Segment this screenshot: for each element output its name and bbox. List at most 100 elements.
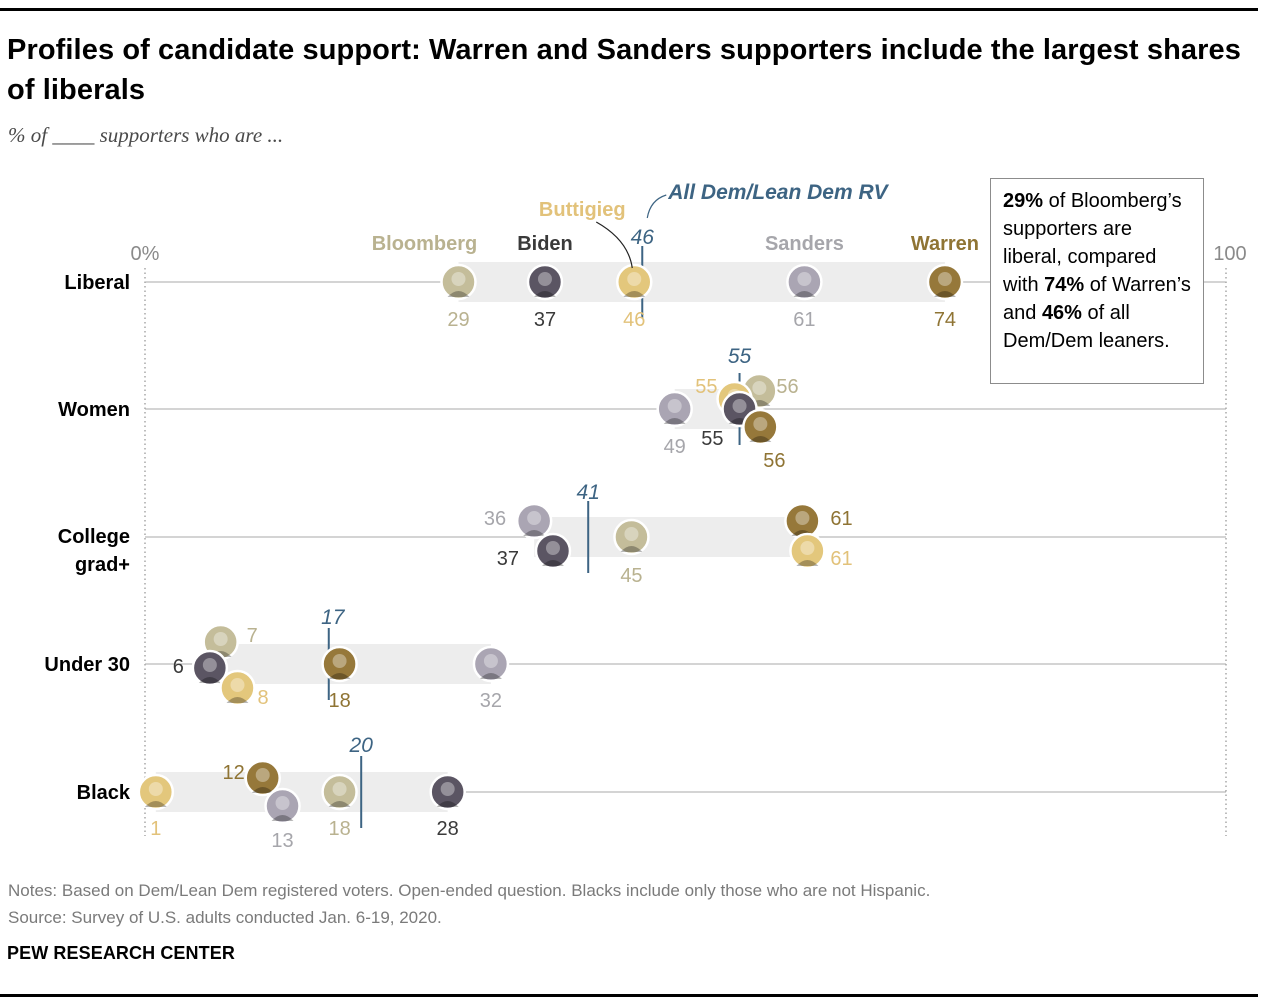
bloomberg-portrait-shoulders-college-grad — [620, 546, 643, 552]
dem-value-under-30: 17 — [321, 606, 346, 629]
pew-research-center-brand: PEW RESEARCH CENTER — [7, 943, 235, 963]
warren-portrait-shoulders-black — [251, 787, 274, 793]
buttigieg-portrait-head-black — [148, 782, 163, 796]
warren-portrait-shoulders-liberal — [933, 291, 956, 297]
warren-portrait-head-black — [255, 768, 270, 782]
biden-portrait-head-under-30 — [202, 658, 217, 672]
buttigieg-portrait-shoulders-under-30 — [226, 697, 249, 703]
biden-value-black: 28 — [437, 818, 459, 840]
top-rule — [0, 8, 1258, 11]
bloomberg-dot-college-grad — [613, 518, 650, 556]
sanders-value-college-grad: 36 — [484, 508, 506, 530]
range-band-black — [155, 772, 448, 812]
sanders-value-liberal: 61 — [793, 309, 815, 331]
warren-portrait-shoulders-women — [749, 436, 772, 442]
bloomberg-value-black: 18 — [328, 818, 350, 840]
dem-value-women: 55 — [728, 345, 752, 368]
warren-value-women: 56 — [763, 450, 785, 472]
buttigieg-dot-liberal — [616, 263, 653, 301]
sanders-portrait-shoulders-black — [271, 815, 294, 821]
callout-warren-pct: 74% — [1044, 274, 1085, 296]
warren-dot-women — [742, 408, 779, 446]
biden-portrait-head-college-grad — [545, 541, 560, 555]
warren-value-black: 12 — [222, 762, 244, 784]
sanders-value-under-30: 32 — [480, 690, 502, 712]
chart-subtitle: % of ____ supporters who are ... — [8, 123, 284, 147]
row-label-college-grad-line2: grad+ — [75, 554, 130, 576]
source-line: Source: Survey of U.S. adults conducted … — [8, 908, 442, 927]
biden-value-women: 55 — [701, 428, 723, 450]
biden-portrait-shoulders-liberal — [533, 291, 556, 297]
bottom-rule — [0, 994, 1258, 997]
warren-portrait-head-under-30 — [332, 654, 347, 668]
bloomberg-portrait-shoulders-black — [328, 801, 351, 807]
warren-portrait-head-women — [753, 417, 768, 431]
warren-portrait-head-college-grad — [795, 511, 810, 525]
liberal-callout-box: 29% of Bloomberg’s supporters are libera… — [990, 178, 1204, 384]
buttigieg-value-black: 1 — [150, 818, 161, 840]
sanders-portrait-head-liberal — [797, 272, 812, 286]
bloomberg-value-under-30: 7 — [247, 625, 258, 647]
biden-portrait-shoulders-college-grad — [541, 560, 564, 566]
sanders-portrait-shoulders-liberal — [793, 291, 816, 297]
buttigieg-dot-college-grad — [789, 532, 826, 570]
sanders-value-women: 49 — [664, 436, 686, 458]
candidate-name-sanders: Sanders — [765, 233, 844, 255]
callout-bloomberg-pct: 29% — [1003, 190, 1044, 212]
dem-series-label: All Dem/Lean Dem RV — [667, 181, 889, 204]
bloomberg-dot-liberal — [440, 263, 477, 301]
biden-dot-under-30 — [191, 649, 229, 687]
warren-value-college-grad: 61 — [830, 508, 852, 530]
candidate-name-bloomberg: Bloomberg — [372, 233, 478, 255]
callout-text-1: of Bloomberg’s supporters are liberal, c… — [1003, 190, 1182, 296]
buttigieg-dot-black — [137, 773, 175, 811]
biden-portrait-shoulders-under-30 — [198, 677, 221, 683]
sanders-portrait-head-under-30 — [483, 654, 498, 668]
buttigieg-portrait-head-liberal — [627, 272, 642, 286]
warren-dot-liberal — [926, 263, 964, 301]
candidate-name-buttigieg: Buttigieg — [539, 199, 626, 221]
sanders-value-black: 13 — [271, 830, 293, 852]
buttigieg-portrait-head-under-30 — [230, 678, 245, 692]
buttigieg-value-liberal: 46 — [623, 309, 645, 331]
callout-text-3: of all Dem/Dem leaners. — [1003, 302, 1170, 352]
sanders-dot-college-grad — [515, 502, 553, 540]
warren-value-under-30: 18 — [328, 690, 350, 712]
biden-dot-liberal — [526, 263, 564, 301]
sanders-portrait-head-women — [667, 399, 682, 413]
bloomberg-value-liberal: 29 — [447, 309, 469, 331]
warren-dot-under-30 — [321, 645, 358, 683]
buttigieg-portrait-shoulders-liberal — [623, 291, 646, 297]
candidate-name-biden: Biden — [517, 233, 573, 255]
biden-dot-college-grad — [534, 532, 572, 570]
bloomberg-value-women: 56 — [776, 376, 798, 398]
sanders-portrait-shoulders-women — [663, 418, 686, 424]
biden-portrait-head-women — [732, 399, 747, 413]
bloomberg-portrait-head-college-grad — [624, 527, 639, 541]
buttigieg-value-women: 55 — [695, 376, 717, 398]
dem-value-black: 20 — [349, 734, 374, 757]
sanders-dot-women — [656, 390, 693, 428]
bloomberg-portrait-head-women — [752, 381, 767, 395]
dem-value-college-grad: 41 — [577, 481, 600, 504]
buttigieg-value-college-grad: 61 — [830, 548, 852, 570]
biden-portrait-shoulders-black — [436, 801, 459, 807]
candidate-name-warren: Warren — [911, 233, 979, 255]
sanders-portrait-shoulders-under-30 — [479, 673, 502, 679]
row-label-college-grad-line1: College — [58, 526, 130, 548]
buttigieg-leader-line — [595, 221, 633, 269]
callout-dem-pct: 46% — [1041, 302, 1082, 324]
chart-title: Profiles of candidate support: Warren an… — [7, 34, 1241, 106]
notes-line: Notes: Based on Dem/Lean Dem registered … — [8, 881, 931, 900]
row-label-liberal: Liberal — [64, 272, 130, 294]
axis-label-min: 0% — [131, 243, 160, 265]
callout-text-2: of Warren’s and — [1003, 274, 1191, 324]
biden-value-college-grad: 37 — [497, 548, 519, 570]
warren-portrait-head-liberal — [937, 272, 952, 286]
buttigieg-portrait-shoulders-college-grad — [796, 560, 819, 566]
bloomberg-portrait-shoulders-liberal — [447, 291, 470, 297]
buttigieg-portrait-shoulders-black — [144, 801, 167, 807]
bloomberg-value-college-grad: 45 — [620, 565, 642, 587]
row-label-black: Black — [77, 782, 131, 804]
